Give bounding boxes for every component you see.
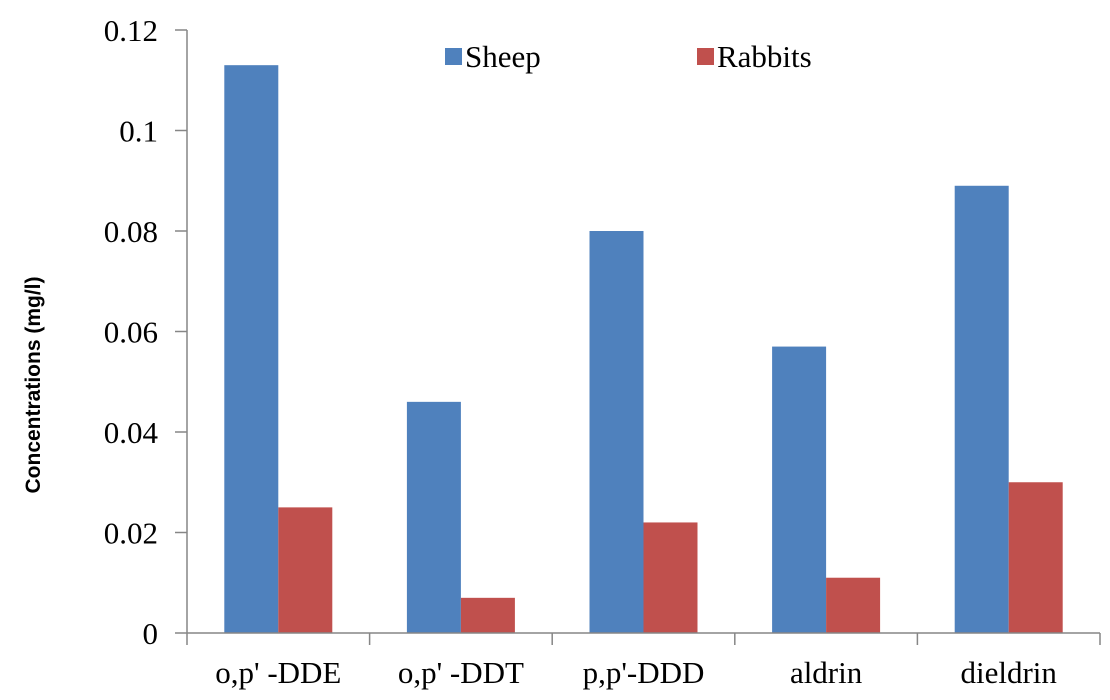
y-axis-ticks: 0 0.02 0.04 0.06 0.08 0.1 0.12 (104, 13, 187, 651)
legend-swatch-sheep (445, 48, 462, 65)
y-tick-label: 0.1 (119, 114, 158, 149)
y-axis-label: Concentrations (mg/l) (22, 276, 45, 493)
bar-rabbits-4 (1008, 482, 1063, 633)
legend-label-rabbits: Rabbits (717, 39, 812, 74)
x-category-label: o,p' -DDE (215, 655, 341, 690)
y-tick-label: 0.04 (104, 415, 159, 450)
bar-rabbits-1 (460, 597, 515, 633)
x-category-label: p,p'-DDD (583, 655, 705, 690)
bars-group (224, 65, 1063, 634)
legend-swatch-rabbits (697, 48, 714, 65)
y-tick-label: 0.06 (104, 315, 158, 350)
y-tick-label: 0.12 (104, 13, 158, 48)
bar-sheep-3 (772, 346, 827, 633)
x-category-label: dieldrin (960, 655, 1057, 690)
y-tick-label: 0.08 (104, 214, 158, 249)
bar-rabbits-0 (278, 507, 333, 633)
x-axis-ticks: o,p' -DDE o,p' -DDT p,p'-DDD aldrin dieldrin (186, 633, 1101, 690)
y-tick-label: 0 (143, 616, 159, 651)
x-category-label: o,p' -DDT (398, 655, 524, 690)
bar-sheep-4 (954, 185, 1009, 633)
y-tick-label: 0.02 (104, 516, 158, 551)
bar-rabbits-2 (643, 522, 698, 633)
bar-sheep-0 (224, 65, 279, 634)
bar-sheep-1 (406, 401, 461, 633)
legend: Sheep Rabbits (445, 39, 812, 74)
legend-label-sheep: Sheep (465, 39, 541, 74)
bar-rabbits-3 (826, 577, 881, 633)
x-category-label: aldrin (790, 655, 863, 690)
bar-sheep-2 (589, 231, 644, 633)
